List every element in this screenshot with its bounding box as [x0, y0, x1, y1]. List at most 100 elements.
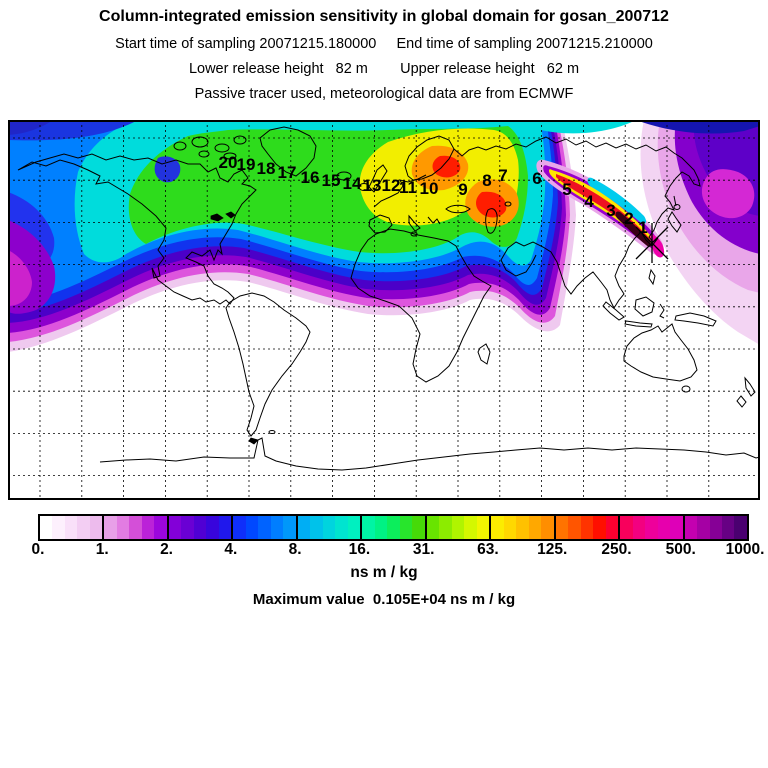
colorbar-cell: [734, 516, 747, 539]
colorbar-cell: [632, 516, 646, 539]
colorbar-segment: [553, 516, 619, 539]
trajectory-hour-label: 3: [606, 201, 615, 220]
colorbar-tick-labels: 0. 1. 2. 4. 8. 16. 31. 63. 125. 250. 500. 1000.: [32, 541, 765, 559]
colorbar-tick-label: 16.: [348, 541, 371, 558]
colorbar-tick-label: 0.: [31, 541, 45, 558]
trajectory-hour-label: 9: [458, 180, 467, 199]
colorbar-cell: [297, 516, 311, 539]
colorbar-cell: [206, 516, 219, 539]
trajectory-hour-label: 20: [219, 153, 238, 172]
colorbar-cell: [233, 516, 246, 539]
trajectory-hour-label: 4: [584, 192, 594, 211]
colorbar-cell: [555, 516, 569, 539]
colorbar-cell: [245, 516, 259, 539]
colorbar-cell: [491, 516, 504, 539]
colorbar-segment: [102, 516, 167, 539]
trajectory-hour-label: 14: [343, 174, 362, 193]
coastlines: [17, 126, 760, 471]
trajectory-hour-label: 15: [322, 171, 341, 190]
colorbar-cell: [721, 516, 735, 539]
colorbar-cell: [412, 516, 425, 539]
colorbar-tick-label: 31.: [412, 541, 435, 558]
colorbar-cell: [335, 516, 348, 539]
trajectory-hour-label: 7: [498, 166, 507, 185]
colorbar-tick-label: 8.: [288, 541, 302, 558]
colorbar-cell: [64, 516, 78, 539]
colorbar-segment: [682, 516, 747, 539]
colorbar-cell: [399, 516, 413, 539]
colorbar-segment: [166, 516, 232, 539]
colorbar-cell: [568, 516, 581, 539]
sampling-times-line: Start time of sampling 20071215.180000 E…: [115, 36, 653, 52]
colorbar-tick-label: 4.: [224, 541, 238, 558]
colorbar-cell: [283, 516, 296, 539]
colorbar-segment: [489, 516, 554, 539]
colorbar-tick-label: 250.: [601, 541, 632, 558]
colorbar-units-label: ns m / kg: [350, 564, 418, 581]
colorbar-segment: [618, 516, 683, 539]
colorbar-cell: [387, 516, 400, 539]
release-heights-line: Lower release height 82 m Upper release …: [188, 61, 580, 77]
colorbar-cell: [464, 516, 477, 539]
colorbar-tick-label: 125.: [537, 541, 568, 558]
trajectory-hour-label: 2: [624, 209, 633, 228]
colorbar-cell: [347, 516, 361, 539]
source-location-marker: [635, 223, 669, 263]
colorbar-cell: [476, 516, 490, 539]
colorbar-cell: [104, 516, 117, 539]
colorbar-cell: [310, 516, 323, 539]
colorbar-cell: [516, 516, 529, 539]
colorbar-cell: [362, 516, 375, 539]
colorbar-tick-label: 63.: [477, 541, 499, 558]
colorbar-cell: [593, 516, 606, 539]
colorbar-cell: [645, 516, 658, 539]
colorbar-cell: [181, 516, 194, 539]
colorbar-segment: [360, 516, 425, 539]
colorbar-segment: [40, 516, 103, 539]
map-frame: [8, 120, 760, 500]
trajectory-hour-label: 1: [638, 218, 647, 237]
colorbar-cell: [605, 516, 619, 539]
colorbar-cell: [451, 516, 465, 539]
colorbar-cell: [116, 516, 130, 539]
colorbar-cell: [541, 516, 554, 539]
trajectory-hour-label: 12: [382, 176, 401, 195]
colorbar-cell: [670, 516, 683, 539]
plot-title: Column-integrated emission sensitivity i…: [99, 8, 669, 25]
colorbar-cell: [528, 516, 542, 539]
colorbar-cell: [77, 516, 90, 539]
colorbar-cell: [89, 516, 103, 539]
trajectory-hour-label: 16: [301, 168, 320, 187]
trajectory-hour-label: 5: [562, 180, 571, 199]
colorbar-cell: [697, 516, 710, 539]
colorbar-cell: [684, 516, 698, 539]
colorbar-cell: [580, 516, 594, 539]
colorbar-tick-label: 1.: [95, 541, 109, 558]
trajectory-hour-label: 11: [399, 178, 417, 197]
colorbar-cell: [439, 516, 452, 539]
colorbar-segment: [424, 516, 490, 539]
graticule-grid: [8, 120, 760, 500]
colorbar-cell: [620, 516, 633, 539]
colorbar-tick-label: 2.: [160, 541, 173, 558]
colorbar-tick-label: 1000.: [725, 541, 765, 558]
colorbar-cell: [258, 516, 271, 539]
colorbar-segment: [231, 516, 296, 539]
colorbar-cell: [141, 516, 155, 539]
colorbar-cell: [193, 516, 207, 539]
trajectory-hour-label: 18: [257, 159, 276, 178]
colorbar-cell: [129, 516, 142, 539]
trajectory-hour-label: 13: [363, 176, 382, 195]
colorbar: [38, 514, 749, 541]
trajectory-hour-label: 8: [482, 171, 491, 190]
colorbar-tick-label: 500.: [665, 541, 696, 558]
colorbar-cell: [52, 516, 65, 539]
colorbar-cell: [168, 516, 182, 539]
trajectory-hour-label: 10: [420, 179, 439, 198]
colorbar-cell: [322, 516, 336, 539]
colorbar-cell: [503, 516, 517, 539]
colorbar-cell: [154, 516, 167, 539]
